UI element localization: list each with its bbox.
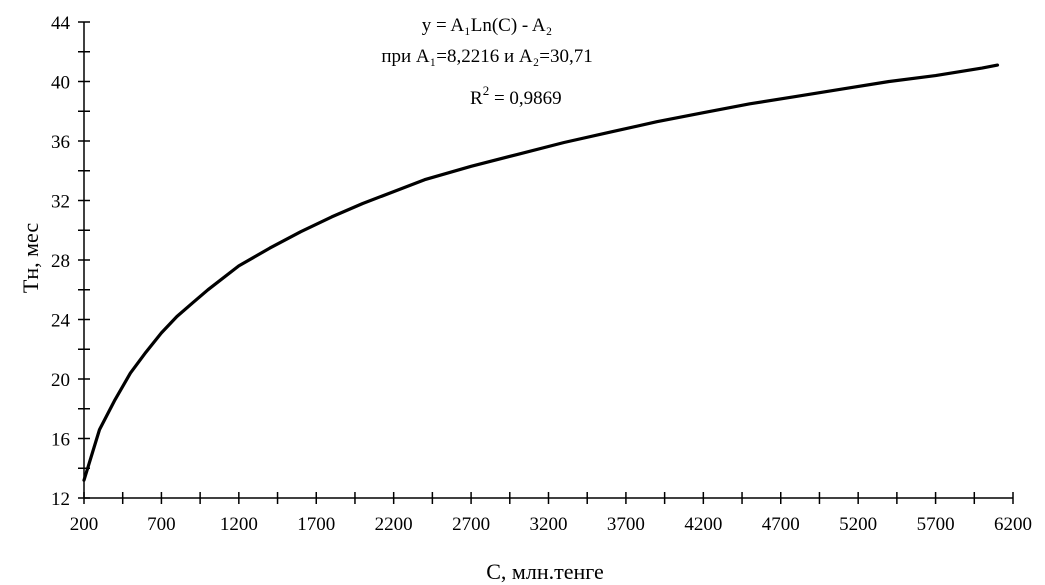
x-tick-label: 700 (147, 514, 176, 535)
x-tick-label: 1700 (297, 514, 335, 535)
x-tick-label: 6200 (994, 514, 1032, 535)
r-squared-value: = 0,9869 (489, 88, 561, 109)
formula-annotation: y = A₁Ln(C) - A₂ (422, 15, 553, 36)
x-tick-label: 2200 (375, 514, 413, 535)
y-tick-label: 16 (51, 430, 70, 451)
y-tick-label: 24 (51, 311, 71, 332)
x-tick-label: 1200 (220, 514, 258, 535)
y-tick-label: 36 (51, 132, 70, 153)
r-squared-label: R (470, 88, 483, 109)
y-tick-label: 44 (51, 13, 71, 34)
x-tick-label: 3200 (530, 514, 568, 535)
x-axis-label: С, млн.тенге (486, 559, 604, 584)
x-axis-ticks: 200 700 1200 1700 2200 2700 3200 3700 4200 4700 52… (70, 492, 1032, 535)
y-tick-label: 20 (51, 370, 70, 391)
y-tick-label: 28 (51, 251, 70, 272)
x-tick-label: 5700 (917, 514, 955, 535)
x-tick-label: 3700 (607, 514, 645, 535)
y-tick-label: 12 (51, 489, 70, 510)
x-tick-label: 4700 (762, 514, 800, 535)
y-tick-label: 32 (51, 192, 70, 213)
r-squared-annotation: R2 = 0,9869 (470, 83, 562, 109)
params-annotation: при A₁=8,2216 и A₂=30,71 (381, 46, 592, 67)
r-squared-sup: 2 (483, 83, 490, 98)
x-tick-label: 200 (70, 514, 99, 535)
y-axis-ticks: 12 16 20 24 28 32 36 40 44 (51, 13, 90, 510)
x-tick-label: 4200 (684, 514, 722, 535)
x-tick-label: 2700 (452, 514, 490, 535)
y-axis-label: Тн, мес (18, 223, 43, 293)
series-line (82, 63, 1000, 482)
y-tick-label: 40 (51, 73, 70, 94)
series-group (82, 63, 1000, 482)
x-tick-label: 5200 (839, 514, 877, 535)
